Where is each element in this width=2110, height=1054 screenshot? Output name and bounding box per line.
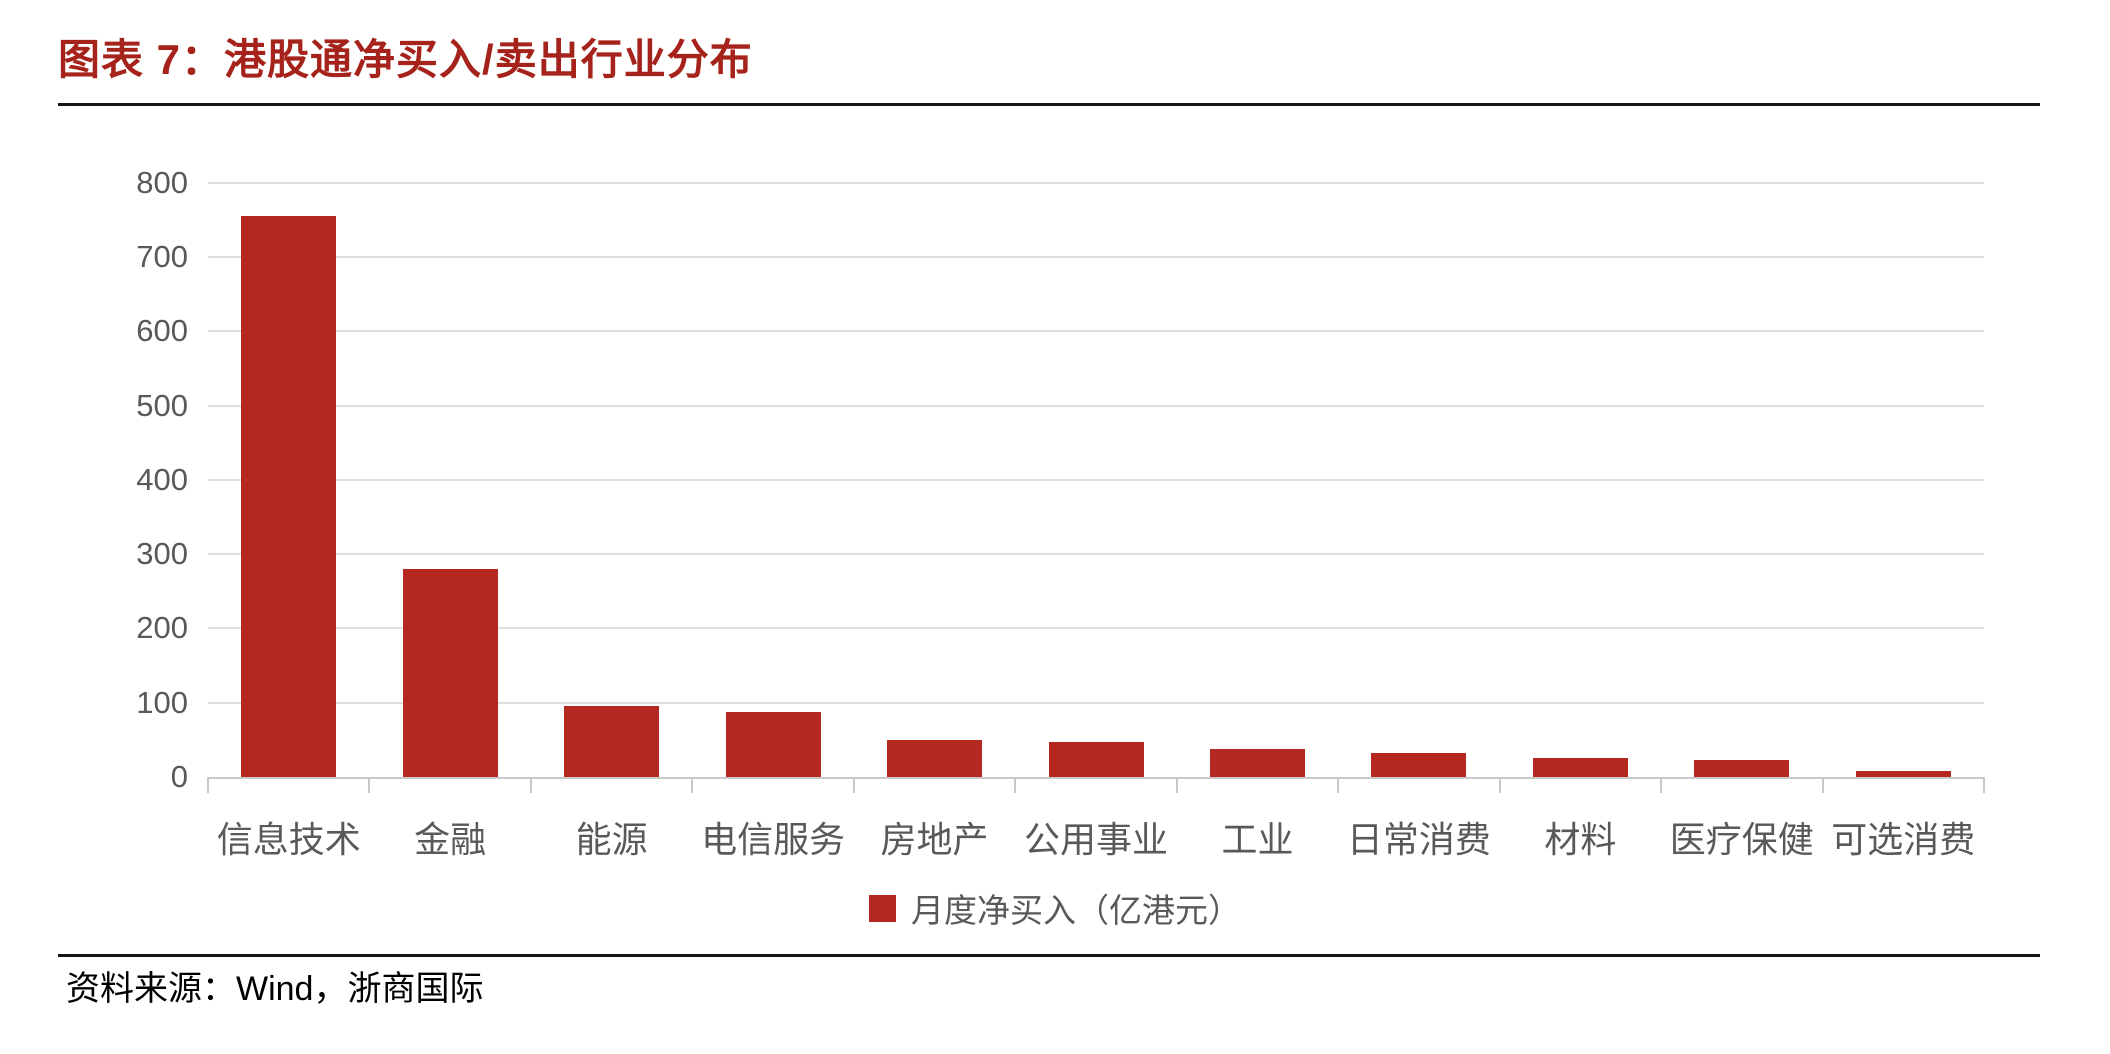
y-axis-label: 400 xyxy=(136,461,188,497)
x-axis-tick xyxy=(852,777,855,793)
gridline xyxy=(208,181,1984,184)
y-axis-label: 700 xyxy=(136,238,188,274)
legend-label: 月度净买入（亿港元） xyxy=(911,892,1241,929)
x-axis-label: 信息技术 xyxy=(216,819,361,860)
title-divider xyxy=(58,103,2040,106)
bar-chart: 0 100 200 300 400 500 600 700 800 信息技术 金融 能源 电信服务 房地产… xyxy=(136,164,1985,860)
y-axis-label: 200 xyxy=(136,610,188,646)
bar xyxy=(1694,759,1790,777)
bar xyxy=(1209,748,1305,777)
bar xyxy=(402,568,498,777)
source-divider xyxy=(58,954,2040,957)
gridline xyxy=(208,701,1984,704)
x-axis-tick xyxy=(1660,777,1663,793)
y-axis-label: 500 xyxy=(136,387,188,423)
legend-swatch xyxy=(869,894,896,922)
x-axis-tick xyxy=(1821,777,1824,793)
x-axis-label: 医疗保健 xyxy=(1669,819,1814,860)
bar xyxy=(887,739,983,777)
gridline xyxy=(208,478,1984,481)
x-axis-line xyxy=(208,777,1984,779)
chart-legend: 月度净买入（亿港元） xyxy=(0,884,2110,932)
bar xyxy=(1048,742,1144,777)
x-axis-tick xyxy=(1337,777,1340,793)
y-axis-label: 0 xyxy=(170,759,188,794)
gridline xyxy=(208,255,1984,258)
x-axis-tick xyxy=(691,777,694,793)
x-axis-tick xyxy=(368,777,371,793)
x-axis-tick xyxy=(1498,777,1501,793)
gridline xyxy=(208,330,1984,333)
x-axis-tick xyxy=(207,777,209,793)
x-axis-tick xyxy=(1014,777,1017,793)
gridline xyxy=(208,404,1984,407)
y-axis-label: 300 xyxy=(136,536,188,572)
x-axis-tick xyxy=(1175,777,1178,793)
x-axis-label: 金融 xyxy=(414,819,487,860)
bar xyxy=(1532,758,1628,777)
y-axis-label: 100 xyxy=(136,684,188,720)
x-axis-label: 房地产 xyxy=(880,819,989,860)
x-axis-label: 工业 xyxy=(1221,819,1294,860)
gridline xyxy=(208,627,1984,630)
bar xyxy=(241,216,337,777)
x-axis-tick xyxy=(1983,777,1985,793)
source-note: 资料来源：Wind，浙商国际 xyxy=(66,970,484,1008)
figure-title: 图表 7：港股通净买入/卖出行业分布 xyxy=(58,36,753,83)
bar xyxy=(1371,753,1467,777)
bar xyxy=(725,711,821,777)
x-axis-label: 电信服务 xyxy=(701,819,846,860)
x-axis-tick xyxy=(529,777,532,793)
y-axis-label: 600 xyxy=(136,313,188,349)
bar xyxy=(564,706,660,777)
x-axis-label: 可选消费 xyxy=(1831,819,1976,860)
y-axis-label: 800 xyxy=(136,164,188,200)
gridline xyxy=(208,553,1984,556)
bar xyxy=(1855,771,1951,777)
x-axis-label: 能源 xyxy=(575,819,648,860)
x-axis-label: 材料 xyxy=(1544,819,1617,860)
x-axis-label: 公用事业 xyxy=(1023,819,1168,860)
x-axis-label: 日常消费 xyxy=(1346,819,1491,860)
